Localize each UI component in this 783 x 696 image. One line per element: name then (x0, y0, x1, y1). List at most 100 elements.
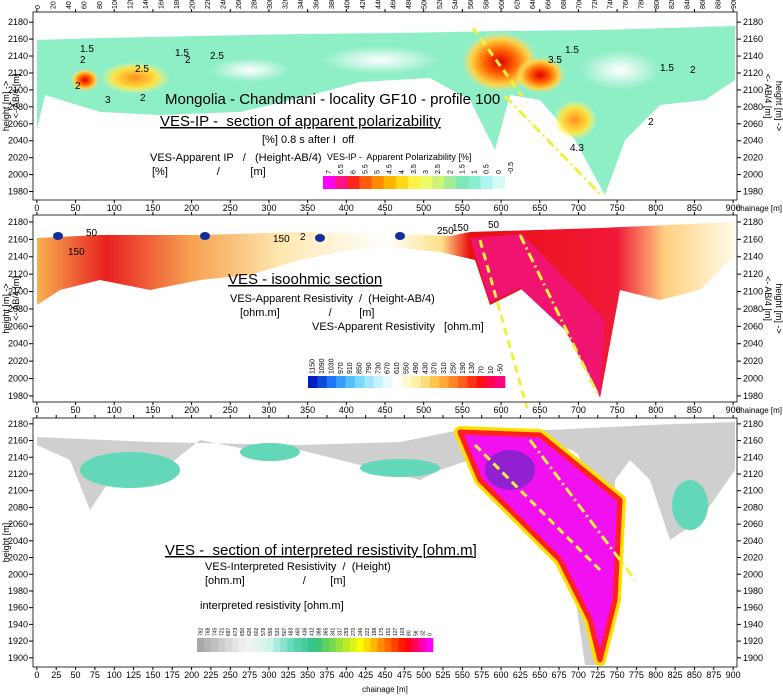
section-field (37, 222, 735, 398)
contour-label: 1.5 (565, 45, 579, 56)
colorbar-swatch (432, 176, 445, 189)
y-tick-label: 2140 (8, 51, 28, 61)
x-tick-label: 600 (494, 670, 509, 680)
colorbar-swatch (468, 176, 481, 189)
x2-tick-label: 720 (592, 0, 599, 9)
y-tick-label: 1920 (8, 636, 28, 646)
section-anomaly (210, 58, 290, 82)
contour-label: 50 (488, 220, 500, 231)
colorbar-label: 1.5 (459, 164, 466, 174)
y-tick-label: 2120 (8, 469, 28, 479)
colorbar-swatch (342, 638, 351, 652)
y-axis-title: height [m] -> (774, 283, 783, 333)
colorbar-label: 3.5 (411, 164, 418, 174)
section-anomaly (515, 57, 565, 93)
y-tick-label: 2160 (8, 34, 28, 44)
y-tick-label: 2100 (743, 287, 763, 297)
section-anomaly (395, 232, 405, 240)
y-tick-label: 2000 (743, 374, 763, 384)
x-tick-label: 375 (319, 670, 334, 680)
colorbar-swatch (323, 176, 336, 189)
x2-tick-label: 220 (205, 0, 212, 9)
x-tick-label: 750 (610, 203, 625, 213)
y-axis-title: <- AB/4 [m] (11, 276, 21, 321)
section-anomaly (100, 62, 170, 94)
x-tick-label: 0 (34, 405, 39, 415)
colorbar-swatch (336, 376, 346, 388)
y-tick-label: 2000 (743, 170, 763, 180)
x-axis-title: chainage [m] (736, 204, 782, 213)
colorbar-swatch (315, 638, 323, 652)
y-tick-label: 2080 (8, 502, 28, 512)
x2-tick-label: 40 (66, 1, 73, 9)
colorbar-label: 430 (422, 362, 429, 374)
y-tick-label: 2140 (743, 51, 763, 61)
x-tick-label: 125 (126, 670, 141, 680)
x-tick-label: 900 (726, 405, 741, 415)
caption-formula: VES-Apparent Resistivity / (Height-AB/4) (230, 293, 435, 305)
colorbar-swatch (345, 376, 356, 388)
colorbar-label: 317 (337, 627, 343, 636)
colorbar-label: 670 (385, 362, 392, 374)
colorbar-swatch (308, 638, 316, 652)
section-anomaly (53, 232, 63, 240)
colorbar-swatch (419, 638, 427, 652)
colorbar-swatch (335, 176, 348, 189)
contour-label: 1.5 (80, 44, 94, 55)
colorbar-label: 5 (375, 170, 382, 174)
x-tick-label: 700 (571, 670, 586, 680)
contour-label: 150 (68, 247, 85, 258)
colorbar-swatch (439, 376, 450, 388)
y-tick-label: 2160 (8, 436, 28, 446)
colorbar-swatch (349, 638, 357, 652)
y-tick-label: 2060 (743, 119, 763, 129)
x2-tick-label: 420 (360, 0, 367, 9)
y-tick-label: 1900 (743, 653, 763, 663)
x-tick-label: 850 (687, 405, 702, 415)
contour-label: 3 (105, 95, 111, 106)
x-tick-label: 600 (494, 405, 509, 415)
x2-tick-label: 340 (298, 0, 305, 9)
x2-tick-label: 260 (236, 0, 243, 9)
interpretation-line (528, 439, 637, 581)
colorbar-swatch (426, 638, 434, 652)
colorbar-label: 293 (344, 627, 350, 636)
colorbar-swatch (384, 638, 392, 652)
colorbar-label: 10 (488, 366, 495, 374)
y-tick-label: 1940 (8, 619, 28, 629)
colorbar-label: 7 (326, 170, 333, 174)
colorbar-label: 626 (247, 627, 253, 636)
y-tick-label: 2100 (8, 486, 28, 496)
x-tick-label: 450 (377, 203, 392, 213)
section-anomaly (315, 234, 325, 242)
x-tick-label: 575 (474, 670, 489, 680)
colorbar-swatch (203, 638, 212, 652)
colorbar-title: VES-Apparent Resistivity [ohm.m] (312, 321, 484, 333)
x2-tick-label: 560 (468, 0, 475, 9)
colorbar-label: 412 (310, 627, 316, 636)
colorbar-label: 250 (450, 362, 457, 374)
colorbar-label: 5.5 (362, 164, 369, 174)
colorbar-swatch (429, 376, 440, 388)
colorbar-label: 1090 (319, 358, 326, 374)
colorbar-swatch (231, 638, 239, 652)
y-tick-label: 2000 (8, 374, 28, 384)
x2-tick-label: 520 (437, 0, 444, 9)
x-tick-label: 550 (455, 670, 470, 680)
colorbar-label: -0.5 (508, 162, 515, 174)
x-tick-label: 500 (416, 670, 431, 680)
x-tick-label: 275 (242, 670, 257, 680)
x-tick-label: 0 (34, 203, 39, 213)
colorbar-swatch (371, 176, 384, 189)
x2-tick-label: 80 (97, 1, 104, 9)
y-tick-label: 2080 (743, 502, 763, 512)
colorbar-label: 198 (372, 627, 378, 636)
x-tick-label: 425 (358, 670, 373, 680)
colorbar-label: 0 (428, 633, 434, 636)
y-tick-label: 1980 (743, 187, 763, 197)
x2-tick-label: 120 (128, 0, 135, 9)
colorbar-title: VES-IP - Apparent Polarizability [%] (327, 152, 471, 162)
x-tick-label: 500 (416, 405, 431, 415)
y-tick-label: 1980 (743, 586, 763, 596)
